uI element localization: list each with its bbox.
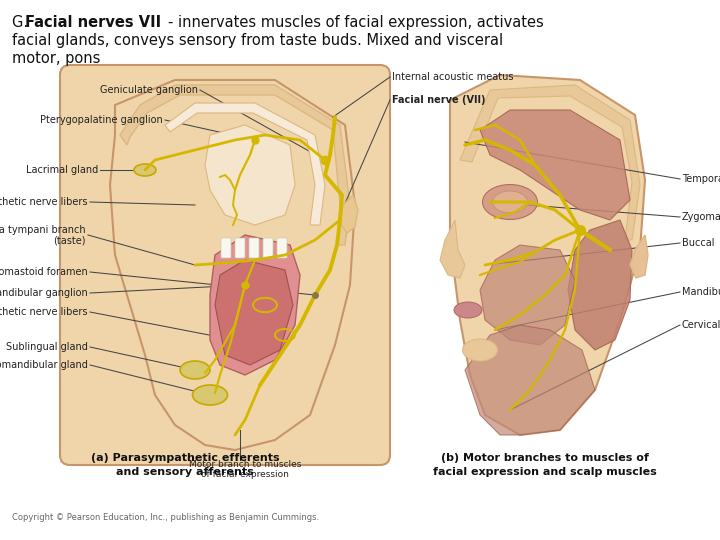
Text: Submandibular gland: Submandibular gland [0,360,88,370]
Text: Geniculate ganglion: Geniculate ganglion [100,85,198,95]
Polygon shape [480,110,630,220]
FancyBboxPatch shape [277,238,287,258]
Ellipse shape [192,385,228,405]
Text: Internal acoustic meatus: Internal acoustic meatus [392,72,513,82]
Text: Chorda tympani branch
(taste): Chorda tympani branch (taste) [0,225,86,245]
Ellipse shape [462,339,498,361]
Polygon shape [465,325,595,435]
Text: (a) Parasympathetic efferents: (a) Parasympathetic efferents [91,453,279,463]
Ellipse shape [134,164,156,176]
Text: Lacrimal gland: Lacrimal gland [26,165,98,175]
FancyBboxPatch shape [221,238,231,258]
Text: Sublingual gland: Sublingual gland [6,342,88,352]
Text: Cervical: Cervical [682,320,720,330]
Polygon shape [450,75,645,435]
Text: Parasympathetic nerve libers: Parasympathetic nerve libers [0,197,88,207]
Polygon shape [480,245,575,345]
Text: Parasympathetic nerve libers: Parasympathetic nerve libers [0,307,88,317]
Polygon shape [120,85,350,245]
Ellipse shape [180,361,210,379]
Polygon shape [215,260,293,365]
Text: - innervates muscles of facial expression, activates: - innervates muscles of facial expressio… [168,15,544,30]
Polygon shape [110,80,355,450]
Text: Submandibular ganglion: Submandibular ganglion [0,288,88,298]
Ellipse shape [492,191,528,213]
Text: Zygomatic: Zygomatic [682,212,720,222]
Ellipse shape [482,185,538,219]
FancyBboxPatch shape [60,65,390,465]
Text: and sensory afferents: and sensory afferents [116,467,254,477]
Polygon shape [568,220,632,350]
Polygon shape [210,235,300,375]
Text: G.: G. [12,15,32,30]
FancyBboxPatch shape [249,238,259,258]
Text: Stylomastoid foramen: Stylomastoid foramen [0,267,88,277]
Text: Motor branch to muscles
of facial expression: Motor branch to muscles of facial expres… [189,460,301,480]
Polygon shape [205,125,295,225]
Text: facial expression and scalp muscles: facial expression and scalp muscles [433,467,657,477]
Text: (b) Motor branches to muscles of: (b) Motor branches to muscles of [441,453,649,463]
FancyBboxPatch shape [263,238,273,258]
Text: Mandibular: Mandibular [682,287,720,297]
Text: Facial nerve (VII): Facial nerve (VII) [392,95,485,105]
Text: Facial nerves VII: Facial nerves VII [25,15,161,30]
FancyBboxPatch shape [235,238,245,258]
Text: Buccal: Buccal [682,238,714,248]
Polygon shape [340,195,358,233]
Text: Pterygopalatine ganglion: Pterygopalatine ganglion [40,115,163,125]
Text: motor, pons: motor, pons [12,51,100,66]
Polygon shape [440,220,465,278]
Ellipse shape [454,302,482,318]
Text: Temporal: Temporal [682,174,720,184]
Polygon shape [630,235,648,278]
Polygon shape [460,85,640,240]
Text: facial glands, conveys sensory from taste buds. Mixed and visceral: facial glands, conveys sensory from tast… [12,33,503,48]
Text: Copyright © Pearson Education, Inc., publishing as Benjamin Cummings.: Copyright © Pearson Education, Inc., pub… [12,513,319,522]
Polygon shape [165,103,325,225]
